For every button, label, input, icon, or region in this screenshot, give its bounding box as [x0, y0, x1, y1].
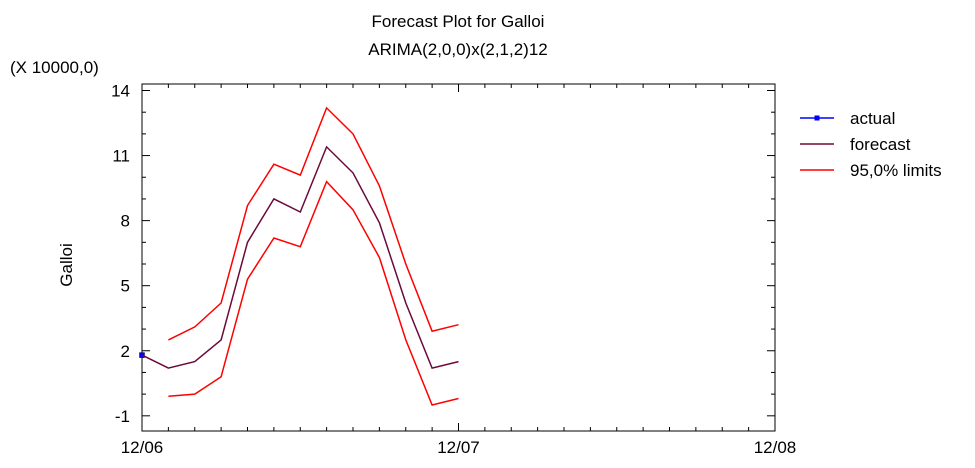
legend: actual forecast 95,0% limits: [800, 109, 942, 180]
legend-label: 95,0% limits: [850, 161, 942, 180]
y-scale-note: (X 10000,0): [10, 58, 99, 77]
series-layer: [139, 106, 459, 406]
data-point-marker: [139, 352, 145, 358]
y-tick-label: -1: [115, 407, 130, 426]
y-tick-label: 8: [121, 212, 130, 231]
series-line-3: [168, 180, 459, 406]
x-tick-label: 12/06: [121, 438, 164, 457]
legend-label: forecast: [850, 135, 911, 154]
y-axis-label: Galloi: [57, 243, 76, 286]
x-tick-label: 12/07: [437, 438, 480, 457]
legend-label: actual: [850, 109, 895, 128]
legend-marker: [814, 115, 820, 121]
x-tick-label: 12/08: [754, 438, 797, 457]
chart-subtitle: ARIMA(2,0,0)x(2,1,2)12: [368, 40, 548, 59]
y-tick-label: 5: [121, 277, 130, 296]
chart-title: Forecast Plot for Galloi: [372, 12, 545, 31]
y-tick-label: 2: [121, 342, 130, 361]
plot-frame: [141, 83, 776, 432]
y-tick-label: 11: [112, 147, 130, 166]
y-tick-label: 14: [111, 82, 130, 101]
series-line-1: [141, 145, 459, 369]
ticks-layer: -1 2 5 8 11 14 12/06 12/07 12/08: [111, 82, 796, 457]
series-line-2: [168, 106, 459, 341]
